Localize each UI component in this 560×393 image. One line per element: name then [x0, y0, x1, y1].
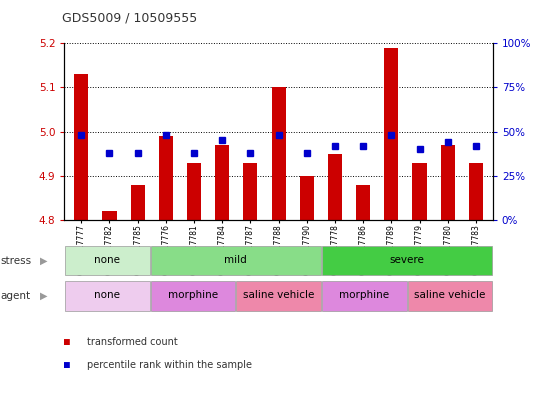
Text: stress: stress: [1, 256, 32, 266]
Bar: [244, 163, 258, 220]
Text: none: none: [94, 255, 120, 265]
Bar: [102, 211, 116, 220]
Text: ▶: ▶: [40, 256, 48, 266]
Bar: [151, 246, 321, 275]
Text: saline vehicle: saline vehicle: [414, 290, 486, 301]
Bar: [272, 88, 286, 220]
Text: mild: mild: [225, 255, 247, 265]
Bar: [408, 281, 492, 311]
Text: ▶: ▶: [40, 291, 48, 301]
Bar: [159, 136, 173, 220]
Bar: [384, 48, 398, 220]
Bar: [413, 163, 427, 220]
Bar: [130, 185, 144, 220]
Text: saline vehicle: saline vehicle: [243, 290, 314, 301]
Text: ■: ■: [64, 360, 70, 371]
Bar: [65, 246, 150, 275]
Text: ■: ■: [64, 337, 70, 347]
Text: morphine: morphine: [168, 290, 218, 301]
Bar: [65, 281, 150, 311]
Bar: [74, 74, 88, 220]
Bar: [300, 176, 314, 220]
Text: severe: severe: [390, 255, 424, 265]
Text: none: none: [94, 290, 120, 301]
Bar: [215, 145, 229, 220]
Bar: [322, 246, 492, 275]
Bar: [322, 281, 407, 311]
Text: agent: agent: [1, 291, 31, 301]
Bar: [151, 281, 235, 311]
Bar: [356, 185, 370, 220]
Text: GDS5009 / 10509555: GDS5009 / 10509555: [62, 12, 197, 25]
Bar: [328, 154, 342, 220]
Text: transformed count: transformed count: [87, 337, 178, 347]
Bar: [441, 145, 455, 220]
Text: percentile rank within the sample: percentile rank within the sample: [87, 360, 252, 371]
Bar: [187, 163, 201, 220]
Bar: [236, 281, 321, 311]
Text: morphine: morphine: [339, 290, 389, 301]
Bar: [469, 163, 483, 220]
